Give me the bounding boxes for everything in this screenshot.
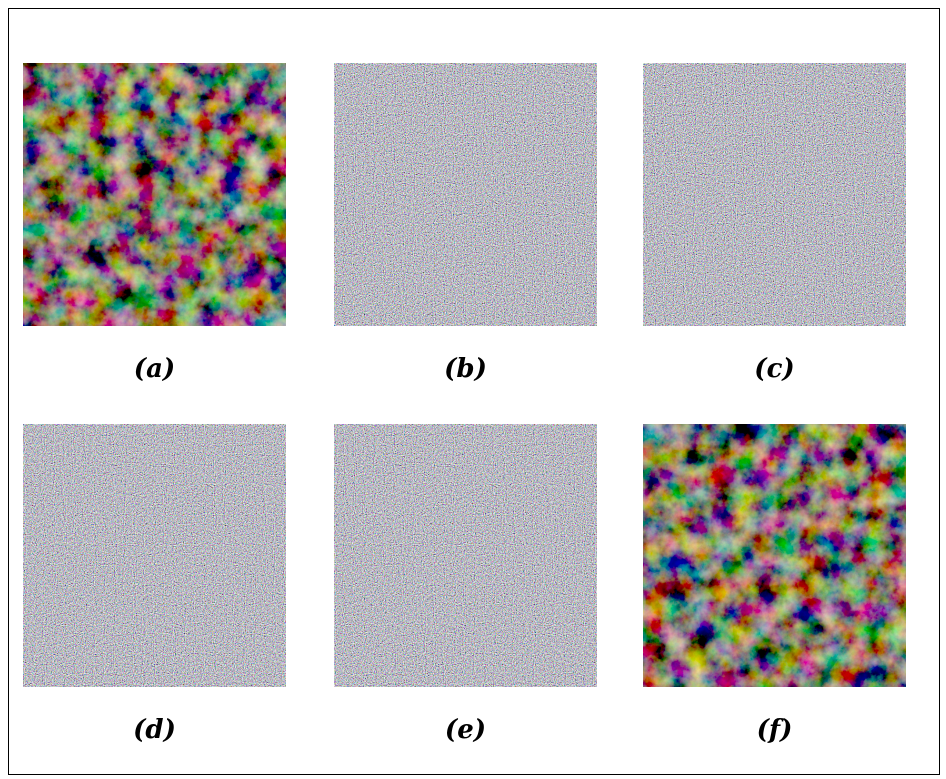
noise-image — [23, 424, 286, 687]
panel-label: (a) — [134, 354, 175, 384]
satellite-image — [643, 424, 906, 687]
noise-image — [334, 424, 597, 687]
noise-image — [643, 63, 906, 326]
panel-label: (f) — [757, 715, 793, 745]
panel-label: (c) — [754, 354, 794, 384]
page: (a)(b)(c)(d)(e)(f) (() => { const data =… — [0, 0, 946, 779]
panel-label: (b) — [444, 354, 487, 384]
panel-label: (e) — [445, 715, 486, 745]
figure: (a) (b) (c) (d) (e) (f) — [0, 0, 946, 779]
satellite-image — [23, 63, 286, 326]
noise-image — [334, 63, 597, 326]
panel-label: (d) — [133, 715, 176, 745]
